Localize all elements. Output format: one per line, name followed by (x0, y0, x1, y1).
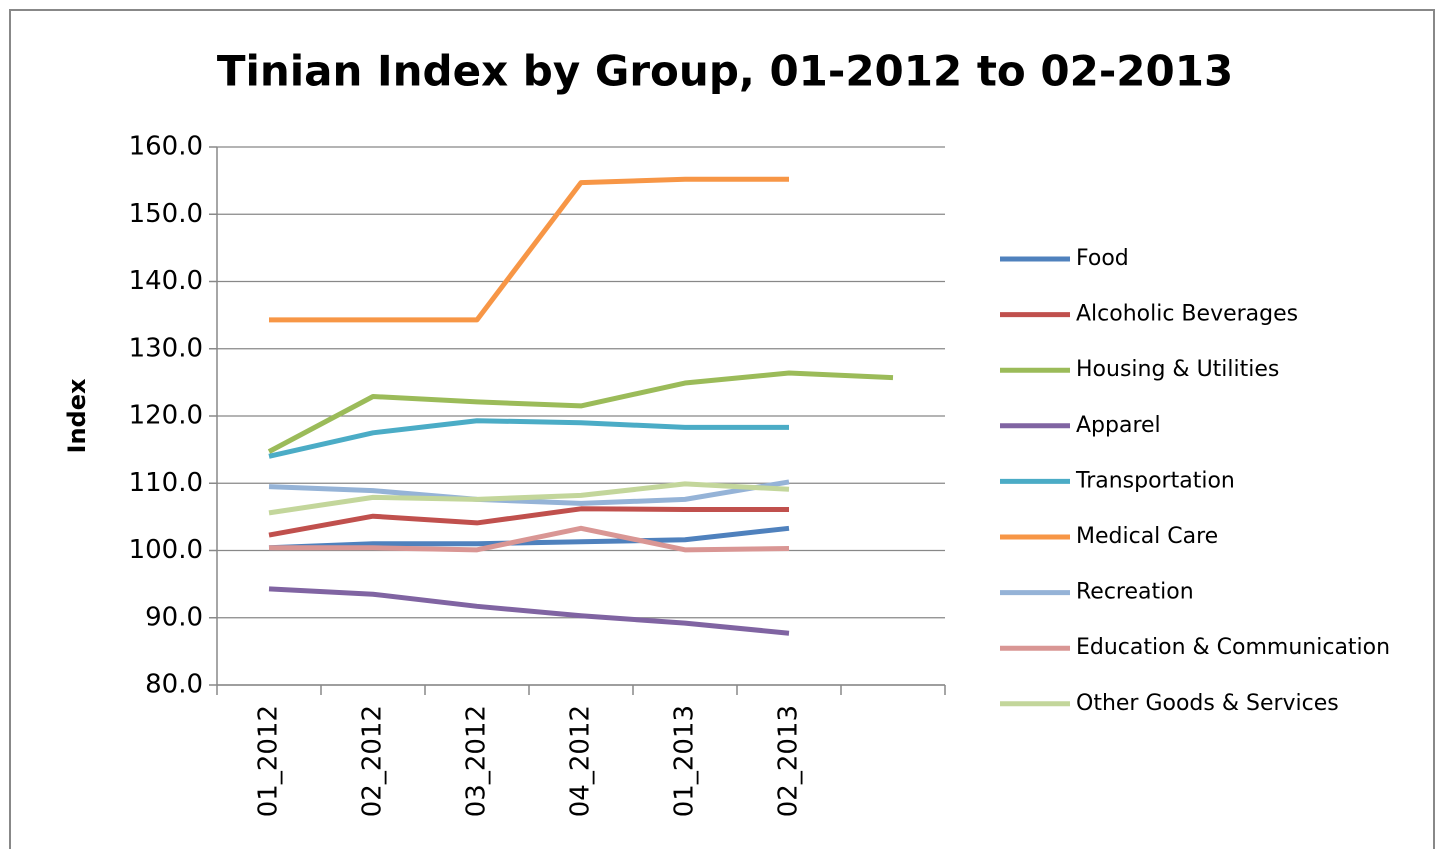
y-tick-label: 80.0 (145, 670, 203, 700)
y-tick-label: 150.0 (129, 199, 203, 229)
series-line (269, 176, 789, 323)
x-tick-label: 01_2013 (670, 705, 700, 817)
legend-label: Transportation (1075, 468, 1235, 493)
x-tick-label: 02_2013 (774, 705, 804, 817)
chart-title: Tinian Index by Group, 01-2012 to 02-201… (217, 47, 1233, 96)
y-tick-label: 100.0 (129, 535, 203, 565)
series-line (268, 586, 790, 636)
legend-label: Alcoholic Beverages (1076, 302, 1298, 327)
y-tick-label: 90.0 (145, 602, 203, 632)
y-tick-label: 130.0 (129, 333, 203, 363)
series-line (267, 370, 894, 454)
legend-label: Other Goods & Services (1076, 691, 1339, 716)
legend-label: Medical Care (1076, 524, 1218, 549)
legend-label: Food (1076, 246, 1129, 271)
legend-label: Education & Communication (1076, 635, 1390, 660)
y-tick-label: 110.0 (129, 468, 203, 498)
legend-label: Recreation (1076, 580, 1194, 605)
legend-label: Apparel (1076, 413, 1161, 438)
x-tick-label: 03_2012 (462, 705, 492, 817)
series-line (268, 418, 789, 459)
series-line (268, 481, 790, 516)
y-axis-label: Index (63, 378, 91, 453)
series-line (269, 525, 790, 553)
y-tick-label: 140.0 (129, 266, 203, 296)
series-line (268, 479, 790, 506)
x-tick-label: 02_2012 (358, 705, 388, 817)
series-line (268, 506, 789, 538)
series-line (268, 525, 790, 551)
x-tick-label: 04_2012 (566, 705, 596, 817)
y-tick-label: 120.0 (129, 401, 203, 431)
y-tick-label: 160.0 (129, 132, 203, 162)
legend-label: Housing & Utilities (1076, 357, 1279, 382)
x-tick-label: 01_2012 (254, 705, 284, 817)
